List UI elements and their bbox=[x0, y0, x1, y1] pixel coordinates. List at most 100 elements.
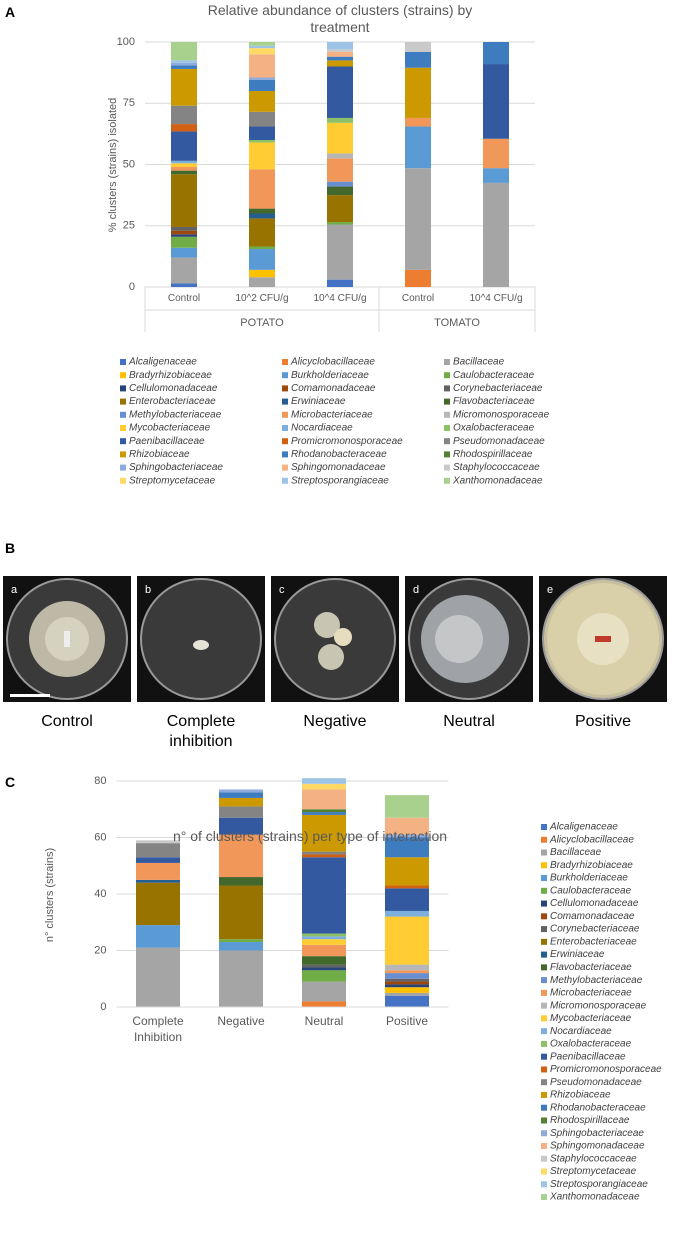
legend-label: Oxalobacteraceae bbox=[453, 423, 535, 434]
photo: c bbox=[271, 576, 399, 702]
bar-segment bbox=[249, 42, 275, 46]
photo: e bbox=[539, 576, 667, 702]
bar-segment bbox=[171, 65, 197, 69]
bar-segment bbox=[171, 131, 197, 161]
bar-segment bbox=[249, 79, 275, 91]
photo-letter: b bbox=[145, 584, 151, 596]
legend-label: Corynebacteriaceae bbox=[453, 383, 543, 394]
bar-segment bbox=[171, 124, 197, 132]
legend-swatch bbox=[541, 824, 547, 830]
legend-swatch bbox=[541, 1194, 547, 1201]
bar-segment bbox=[302, 939, 346, 945]
legend-swatch bbox=[541, 1130, 547, 1137]
y-tick-label: 50 bbox=[123, 158, 135, 170]
bar-segment bbox=[249, 208, 275, 214]
bar-segment bbox=[249, 246, 275, 250]
legend-swatch bbox=[120, 464, 126, 471]
legend-swatch bbox=[444, 425, 450, 431]
bar-segment bbox=[249, 277, 275, 287]
bar-segment bbox=[249, 142, 275, 170]
legend-swatch bbox=[282, 451, 288, 458]
x-tick-label: Complete Inhibition bbox=[132, 1014, 184, 1044]
bar-segment bbox=[302, 1001, 346, 1007]
legend-label: Paenibacillaceae bbox=[550, 1051, 626, 1062]
colony bbox=[318, 644, 344, 670]
legend-swatch bbox=[120, 411, 126, 418]
bar-segment bbox=[249, 91, 275, 112]
bar-segment bbox=[483, 42, 509, 65]
bar-segment bbox=[385, 888, 429, 911]
photo: d bbox=[405, 576, 533, 702]
legend-label: Nocardiaceae bbox=[550, 1026, 612, 1037]
legend-swatch bbox=[120, 438, 126, 445]
legend-swatch bbox=[120, 359, 126, 365]
legend-label: Sphingobacteriaceae bbox=[129, 462, 223, 473]
legend-label: Xanthomonadaceae bbox=[549, 1192, 640, 1203]
bar-segment bbox=[171, 234, 197, 237]
photo-caption: Negative bbox=[303, 713, 367, 730]
legend-label: Erwiniaceae bbox=[291, 396, 346, 407]
legend-swatch bbox=[541, 1117, 547, 1124]
y-tick-label: 60 bbox=[94, 831, 106, 843]
legend-label: Staphylococcaceae bbox=[453, 462, 540, 473]
bar-segment bbox=[249, 249, 275, 270]
bar-segment bbox=[136, 879, 180, 883]
bar-segment bbox=[405, 42, 431, 52]
legend-label: Cellulomonadaceae bbox=[129, 383, 218, 394]
bar-segment bbox=[385, 970, 429, 974]
legend-label: Rhodospirillaceae bbox=[550, 1115, 630, 1126]
bar-segment bbox=[302, 956, 346, 965]
legend-swatch bbox=[541, 1002, 547, 1009]
bar-segment bbox=[385, 995, 429, 1007]
legend-label: Caulobacteraceae bbox=[453, 370, 535, 381]
legend-label: Paenibacillaceae bbox=[129, 436, 205, 447]
legend-swatch bbox=[541, 1079, 547, 1086]
bar-segment bbox=[219, 885, 263, 940]
bar-segment bbox=[327, 222, 353, 225]
bar-segment bbox=[302, 854, 346, 858]
legend-label: Enterobacteriaceae bbox=[129, 396, 216, 407]
legend-label: Streptomycetaceae bbox=[550, 1166, 637, 1177]
legend-swatch bbox=[282, 464, 288, 471]
bar-segment bbox=[302, 851, 346, 855]
legend-label: Sphingobacteriaceae bbox=[550, 1128, 644, 1139]
legend-label: Flavobacteriaceae bbox=[453, 396, 535, 407]
legend-swatch bbox=[120, 425, 126, 431]
legend-swatch bbox=[541, 964, 547, 971]
legend-label: Promicromonosporaceae bbox=[550, 1064, 662, 1075]
y-tick-label: 40 bbox=[94, 888, 106, 900]
legend-swatch bbox=[444, 464, 450, 471]
bar-segment bbox=[302, 857, 346, 934]
legend-swatch bbox=[541, 849, 547, 856]
legend-swatch bbox=[120, 477, 126, 484]
petri-dish bbox=[140, 578, 262, 700]
bar-segment bbox=[136, 840, 180, 844]
bar-segment bbox=[219, 817, 263, 835]
legend-label: Rhizobiaceae bbox=[129, 449, 190, 460]
legend-swatch bbox=[541, 862, 547, 869]
legend-label: Mycobacteriaceae bbox=[129, 423, 211, 434]
legend-swatch bbox=[541, 951, 547, 958]
bar-segment bbox=[385, 984, 429, 988]
legend-label: Caulobacteraceae bbox=[550, 885, 632, 896]
bar-segment bbox=[219, 834, 263, 878]
bar-segment bbox=[327, 117, 353, 123]
legend-label: Comamonadaceae bbox=[550, 911, 635, 922]
bar-segment bbox=[302, 778, 346, 784]
legend-label: Xanthomonadaceae bbox=[452, 475, 543, 486]
legend-swatch bbox=[444, 438, 450, 445]
bar-segment bbox=[385, 885, 429, 889]
legend-swatch bbox=[541, 887, 547, 894]
legend-label: Streptosporangiaceae bbox=[291, 475, 389, 486]
legend-label: Micromonosporaceae bbox=[453, 409, 550, 420]
legend-swatch bbox=[541, 926, 547, 933]
bar-segment bbox=[327, 279, 353, 287]
legend-swatch bbox=[541, 1040, 547, 1047]
bar-segment bbox=[302, 933, 346, 937]
legend-swatch bbox=[282, 398, 288, 405]
bar-segment bbox=[171, 166, 197, 171]
legend-swatch bbox=[282, 411, 288, 418]
legend-label: Rhizobiaceae bbox=[550, 1090, 611, 1101]
legend-swatch bbox=[541, 1091, 547, 1098]
